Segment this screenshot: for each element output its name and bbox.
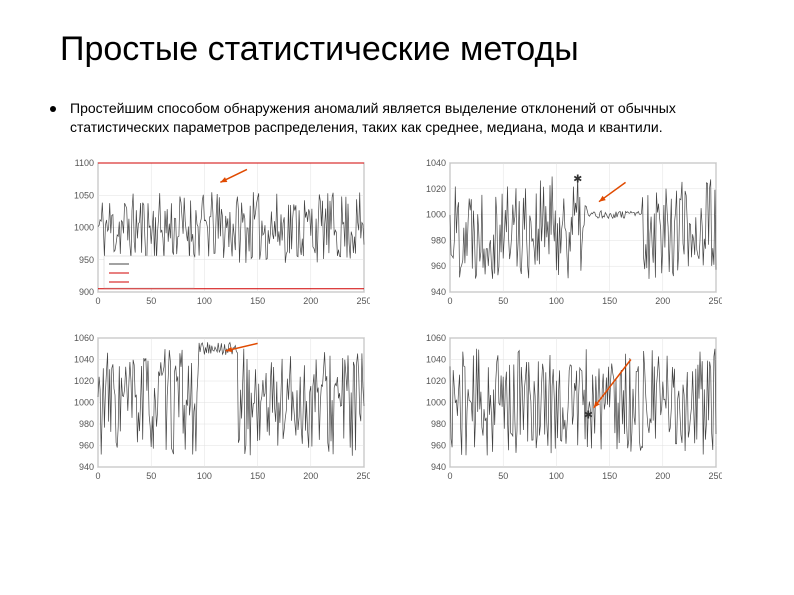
svg-text:1000: 1000 (74, 222, 94, 232)
svg-text:0: 0 (447, 471, 452, 481)
svg-text:150: 150 (602, 296, 617, 306)
svg-text:940: 940 (79, 462, 94, 472)
svg-text:1000: 1000 (426, 209, 446, 219)
svg-text:1000: 1000 (426, 397, 446, 407)
svg-text:1060: 1060 (74, 333, 94, 343)
svg-text:50: 50 (498, 471, 508, 481)
svg-text:1060: 1060 (426, 333, 446, 343)
svg-text:1020: 1020 (426, 376, 446, 386)
svg-text:100: 100 (549, 296, 564, 306)
svg-text:1020: 1020 (426, 184, 446, 194)
svg-text:1100: 1100 (75, 158, 94, 168)
svg-text:100: 100 (197, 471, 212, 481)
svg-text:940: 940 (431, 462, 446, 472)
bullet-dot (50, 106, 56, 112)
svg-text:1040: 1040 (426, 158, 446, 168)
svg-text:980: 980 (79, 419, 94, 429)
svg-text:150: 150 (250, 471, 265, 481)
svg-text:0: 0 (95, 296, 100, 306)
svg-text:1000: 1000 (74, 397, 94, 407)
svg-text:1050: 1050 (74, 190, 94, 200)
svg-text:200: 200 (303, 296, 318, 306)
svg-text:50: 50 (146, 471, 156, 481)
svg-text:250: 250 (356, 296, 370, 306)
svg-text:900: 900 (79, 287, 94, 297)
chart-1: 900 950 1000 1050 1100 0 50 100 150 200 250 (60, 157, 382, 312)
svg-text:960: 960 (431, 261, 446, 271)
svg-text:1040: 1040 (426, 354, 446, 364)
svg-text:✱: ✱ (584, 409, 593, 421)
svg-text:100: 100 (197, 296, 212, 306)
svg-text:50: 50 (146, 296, 156, 306)
bullet-text: Простейшим способом обнаружения аномалий… (70, 99, 754, 137)
chart-3: 940 960 980 1000 1020 1040 1060 0 50 100 150 200 250 (60, 332, 382, 487)
svg-text:✱: ✱ (573, 173, 582, 185)
chart-2: 940 960 980 1000 1020 1040 0 50 100 150 200 250 ✱ (412, 157, 734, 312)
svg-text:150: 150 (250, 296, 265, 306)
chart-4: 940 960 980 1000 1020 1040 1060 0 50 100 150 200 250… (412, 332, 734, 487)
svg-text:940: 940 (431, 287, 446, 297)
svg-text:150: 150 (602, 471, 617, 481)
svg-text:250: 250 (708, 471, 722, 481)
svg-text:1040: 1040 (74, 354, 94, 364)
slide-title: Простые статистические методы (60, 30, 754, 69)
charts-grid: 900950100010501100050100150200250 940960… (40, 157, 754, 487)
svg-text:250: 250 (356, 471, 370, 481)
svg-text:100: 100 (549, 471, 564, 481)
svg-text:200: 200 (655, 296, 670, 306)
svg-text:960: 960 (431, 440, 446, 450)
svg-text:0: 0 (95, 471, 100, 481)
svg-text:0: 0 (447, 296, 452, 306)
svg-text:1020: 1020 (74, 376, 94, 386)
svg-text:200: 200 (303, 471, 318, 481)
svg-text:960: 960 (79, 440, 94, 450)
svg-text:200: 200 (655, 471, 670, 481)
bullet-row: Простейшим способом обнаружения аномалий… (50, 99, 754, 137)
svg-text:980: 980 (431, 419, 446, 429)
svg-text:950: 950 (79, 255, 94, 265)
svg-text:50: 50 (498, 296, 508, 306)
svg-text:980: 980 (431, 235, 446, 245)
svg-text:250: 250 (708, 296, 722, 306)
